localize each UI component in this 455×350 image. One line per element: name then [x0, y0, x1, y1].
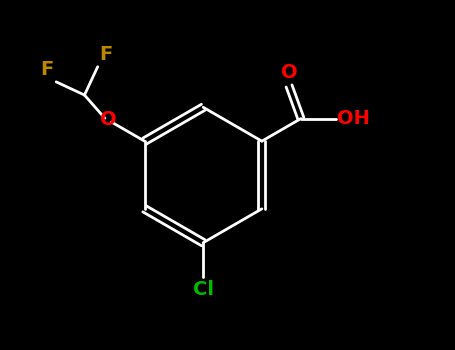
Text: OH: OH: [337, 109, 370, 128]
Text: Cl: Cl: [193, 280, 214, 299]
Text: F: F: [99, 45, 113, 64]
Text: O: O: [100, 111, 116, 130]
Text: F: F: [40, 60, 53, 79]
Text: O: O: [281, 63, 298, 82]
